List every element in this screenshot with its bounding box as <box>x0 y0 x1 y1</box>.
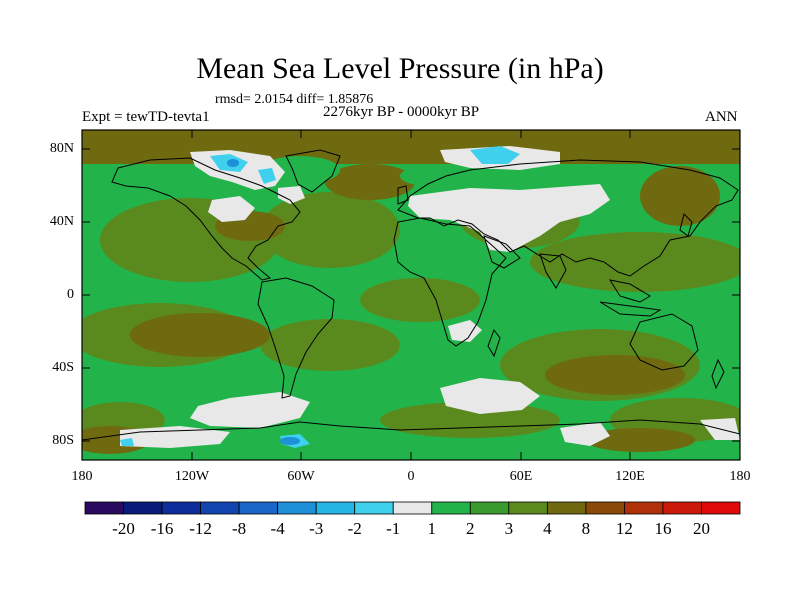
colorbar-box <box>624 501 664 515</box>
lat-label-80s: 80S <box>52 433 74 448</box>
colorbar-tick-label: -8 <box>232 519 247 538</box>
colorbar-box <box>277 501 317 515</box>
colorbar-tick-label: 3 <box>504 519 514 538</box>
colorbar-box <box>84 501 124 515</box>
colorbar-box <box>469 501 510 515</box>
lon-label-180w: 180 <box>71 469 93 484</box>
colorbar-box <box>161 501 201 515</box>
season-label: ANN <box>705 109 738 125</box>
rmsd-diff-stats: rmsd= 2.0154 diff= 1.85876 <box>215 92 374 107</box>
colorbar-box <box>662 501 702 515</box>
colorbar-tick-label: 20 <box>692 519 710 538</box>
colorbar-tick-label: -4 <box>270 519 285 538</box>
colorbar-tick-label: 2 <box>466 519 475 538</box>
colorbar-tick-label: -3 <box>309 519 324 538</box>
negative-blue-regions <box>227 159 300 445</box>
colorbar-tick-label: 16 <box>654 519 672 538</box>
lat-label-80n: 80N <box>49 141 74 156</box>
colorbar-box <box>431 501 471 515</box>
colorbar <box>84 501 741 515</box>
colorbar-tick-label: -2 <box>347 519 362 538</box>
lat-label-40n: 40N <box>49 214 74 229</box>
chart-title: Mean Sea Level Pressure (in hPa) <box>196 52 604 85</box>
colorbar-box <box>546 501 587 515</box>
colorbar-tick-label: 1 <box>427 519 437 538</box>
colorbar-tick-label: -20 <box>112 519 135 538</box>
lon-ticks <box>191 130 631 460</box>
lat-label-40s: 40S <box>52 360 74 375</box>
colorbar-tick-label: 12 <box>615 519 633 538</box>
colorbar-box <box>508 501 548 515</box>
lat-ticks <box>82 148 740 442</box>
colorbar-box <box>200 501 240 515</box>
lon-label-60e: 60E <box>509 469 533 484</box>
lon-label-120e: 120E <box>615 469 645 484</box>
colorbar-box <box>123 501 163 515</box>
colorbar-tick-label: -16 <box>150 519 174 538</box>
colorbar-box <box>392 501 433 515</box>
lat-label-0: 0 <box>67 287 74 302</box>
lon-label-180e: 180 <box>729 469 751 484</box>
lon-label-0: 0 <box>407 469 415 484</box>
colorbar-box <box>701 501 741 515</box>
colorbar-tick-label: 8 <box>581 519 591 538</box>
period-label: 2276kyr BP - 0000kyr BP <box>323 104 480 120</box>
coastlines <box>82 149 740 441</box>
lon-label-60w: 60W <box>287 469 315 484</box>
colorbar-tick-label: 4 <box>543 519 552 538</box>
experiment-label: Expt = tewTD-tevta1 <box>82 109 210 125</box>
colorbar-box <box>354 501 394 515</box>
colorbar-box <box>585 501 625 515</box>
lon-label-120w: 120W <box>174 469 210 484</box>
colorbar-tick-label: -12 <box>189 519 212 538</box>
colorbar-tick-label: -1 <box>386 519 401 538</box>
colorbar-box <box>315 501 356 515</box>
colorbar-box <box>238 501 279 515</box>
pressure-field <box>82 130 740 460</box>
